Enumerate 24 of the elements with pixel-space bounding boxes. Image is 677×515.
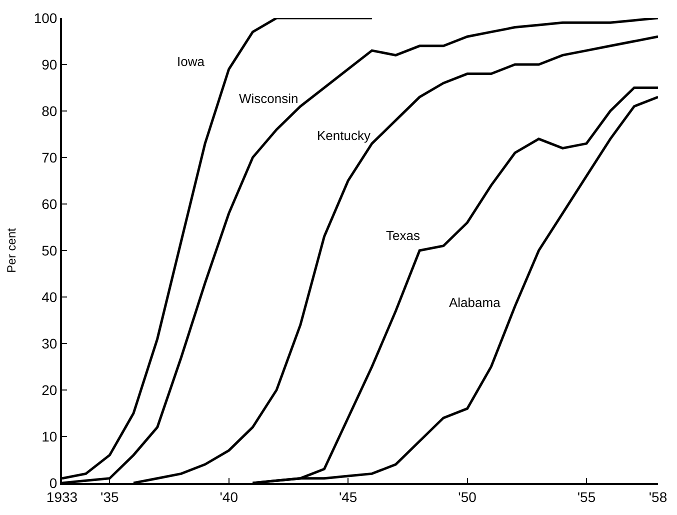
series-label: Texas [386,228,420,243]
x-tick-label: '50 [458,488,477,505]
x-tick-label: 1933 [46,488,78,505]
x-tick-label: '40 [220,488,238,505]
x-tick-label: '58 [648,488,668,505]
y-tick-label: 80 [42,102,58,119]
x-tick-label: '55 [577,488,596,505]
y-tick-label: 40 [42,288,58,305]
y-tick-label: 20 [42,382,58,398]
y-tick-label: 100 [34,10,58,26]
y-tick-label: 0 [49,474,58,491]
y-tick-label: 30 [42,335,58,352]
y-tick-label: 60 [42,196,58,212]
y-axis-title: Per cent [4,227,19,273]
series-label: Iowa [177,54,206,69]
y-tick-label: 10 [42,428,58,444]
y-tick-label: 70 [42,149,58,166]
series-label: Wisconsin [239,91,298,106]
x-tick-label: '45 [338,488,358,505]
x-tick-label: '35 [100,488,120,505]
y-tick-label: 90 [42,56,58,72]
series-label: Alabama [449,295,502,310]
y-tick-label: 50 [42,242,58,258]
series-label: Kentucky [317,128,371,143]
